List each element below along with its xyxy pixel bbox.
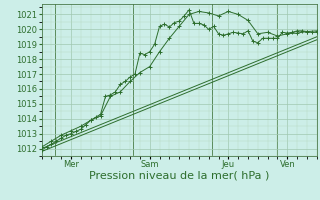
X-axis label: Pression niveau de la mer( hPa ): Pression niveau de la mer( hPa ) [89, 171, 269, 181]
